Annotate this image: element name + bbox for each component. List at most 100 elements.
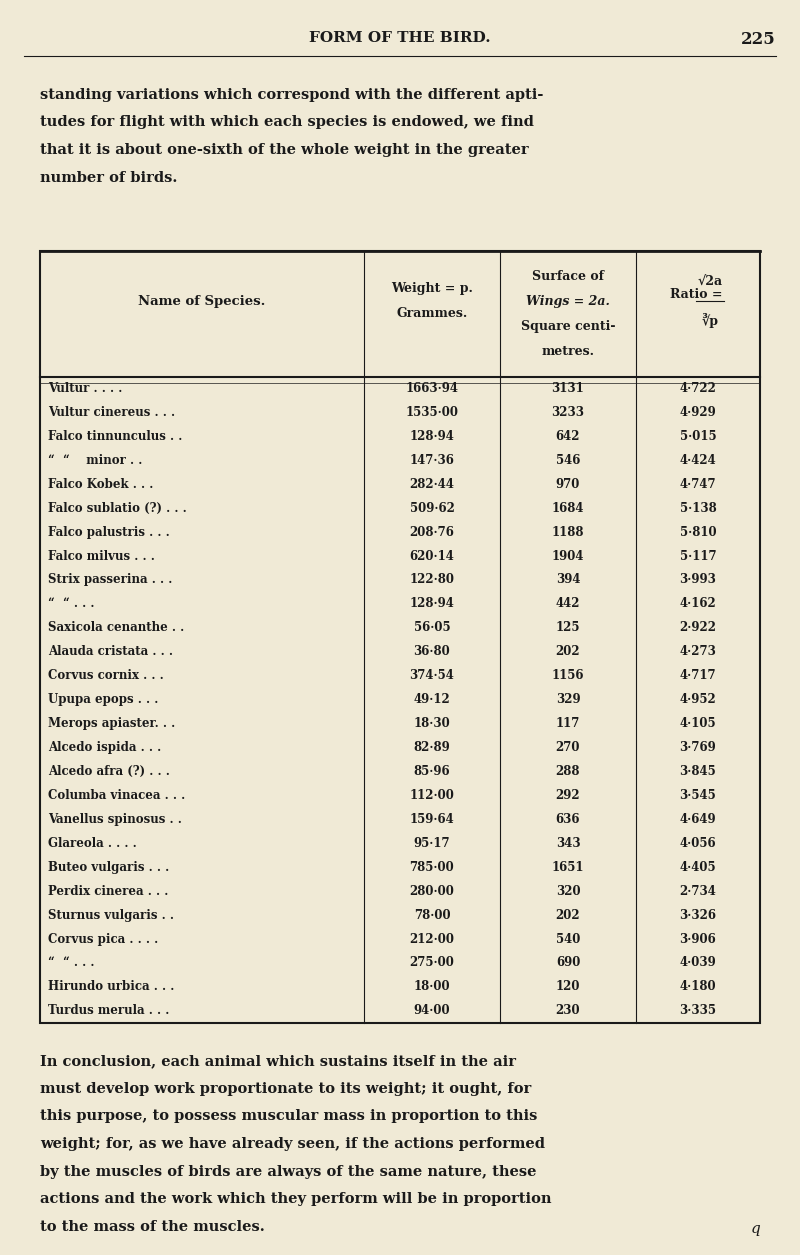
Text: 4·180: 4·180 [680,980,716,994]
Text: Vultur cinereus . . .: Vultur cinereus . . . [48,405,175,419]
Text: 117: 117 [556,717,580,730]
Text: 1188: 1188 [552,526,584,538]
Text: 3·906: 3·906 [680,932,716,945]
Text: √2a: √2a [698,276,722,289]
Text: Turdus merula . . .: Turdus merula . . . [48,1004,170,1018]
Text: 280·00: 280·00 [410,885,454,897]
Text: Saxicola cenanthe . .: Saxicola cenanthe . . [48,621,184,634]
Text: 147·36: 147·36 [410,454,454,467]
Text: 642: 642 [556,430,580,443]
Text: Falco palustris . . .: Falco palustris . . . [48,526,170,538]
Text: FORM OF THE BIRD.: FORM OF THE BIRD. [309,31,491,45]
Text: 5·138: 5·138 [680,502,716,515]
Text: 275·00: 275·00 [410,956,454,969]
Text: 3·545: 3·545 [680,789,716,802]
Text: 1535·00: 1535·00 [406,405,458,419]
Text: 120: 120 [556,980,580,994]
Text: Perdix cinerea . . .: Perdix cinerea . . . [48,885,168,897]
Text: Falco Kobek . . .: Falco Kobek . . . [48,478,154,491]
Text: 4·717: 4·717 [680,669,716,683]
Text: 690: 690 [556,956,580,969]
Text: to the mass of the muscles.: to the mass of the muscles. [40,1220,265,1234]
Text: that it is about one-sixth of the whole weight in the greater: that it is about one-sixth of the whole … [40,143,529,157]
Text: 4·273: 4·273 [679,645,717,659]
Text: 128·94: 128·94 [410,597,454,610]
Text: 785·00: 785·00 [410,861,454,873]
Text: 442: 442 [556,597,580,610]
Text: 122·80: 122·80 [410,574,454,586]
Text: Corvus cornix . . .: Corvus cornix . . . [48,669,164,683]
Text: 230: 230 [556,1004,580,1018]
Text: metres.: metres. [542,345,594,358]
Text: 540: 540 [556,932,580,945]
Text: 94·00: 94·00 [414,1004,450,1018]
Text: “  “ . . .: “ “ . . . [48,597,94,610]
Text: this purpose, to possess muscular mass in proportion to this: this purpose, to possess muscular mass i… [40,1109,538,1123]
Text: 5·015: 5·015 [680,430,716,443]
Text: 282·44: 282·44 [410,478,454,491]
Text: 4·105: 4·105 [680,717,716,730]
Text: Vanellus spinosus . .: Vanellus spinosus . . [48,813,182,826]
Text: 3·993: 3·993 [679,574,717,586]
Text: 546: 546 [556,454,580,467]
Text: Corvus pica . . . .: Corvus pica . . . . [48,932,158,945]
Text: Wings = 2a.: Wings = 2a. [526,295,610,307]
Text: 4·722: 4·722 [679,382,717,395]
Text: Merops apiaster. . .: Merops apiaster. . . [48,717,175,730]
Text: tudes for flight with which each species is endowed, we find: tudes for flight with which each species… [40,115,534,129]
Text: Glareola . . . .: Glareola . . . . [48,837,137,850]
Text: ∛p: ∛p [702,312,718,328]
Text: actions and the work which they perform will be in proportion: actions and the work which they perform … [40,1192,551,1206]
Text: 208·76: 208·76 [410,526,454,538]
Text: “  “ . . .: “ “ . . . [48,956,94,969]
Text: Upupa epops . . .: Upupa epops . . . [48,693,158,707]
Text: Alauda cristata . . .: Alauda cristata . . . [48,645,173,659]
Text: In conclusion, each animal which sustains itself in the air: In conclusion, each animal which sustain… [40,1054,516,1068]
Text: 56·05: 56·05 [414,621,450,634]
Text: 1663·94: 1663·94 [406,382,458,395]
Text: Name of Species.: Name of Species. [138,295,266,307]
Text: must develop work proportionate to its weight; it ought, for: must develop work proportionate to its w… [40,1082,531,1096]
Text: number of birds.: number of birds. [40,171,178,184]
Text: 202: 202 [556,645,580,659]
Text: Ratio =: Ratio = [670,289,726,301]
Text: 5·117: 5·117 [680,550,716,562]
Text: 3233: 3233 [551,405,585,419]
Text: 343: 343 [556,837,580,850]
Text: 159·64: 159·64 [410,813,454,826]
Text: 3·335: 3·335 [679,1004,717,1018]
Text: 85·96: 85·96 [414,766,450,778]
Text: 2·922: 2·922 [679,621,717,634]
Text: Buteo vulgaris . . .: Buteo vulgaris . . . [48,861,170,873]
Text: 49·12: 49·12 [414,693,450,707]
Text: 3·326: 3·326 [679,909,717,921]
Text: 270: 270 [556,740,580,754]
Text: 78·00: 78·00 [414,909,450,921]
Text: 4·929: 4·929 [680,405,716,419]
Text: 128·94: 128·94 [410,430,454,443]
Text: 18·00: 18·00 [414,980,450,994]
Text: 2·734: 2·734 [679,885,717,897]
Text: 636: 636 [556,813,580,826]
Text: Strix passerina . . .: Strix passerina . . . [48,574,172,586]
Text: 1904: 1904 [552,550,584,562]
Text: Weight = p.: Weight = p. [391,282,473,295]
Text: 212·00: 212·00 [410,932,454,945]
Text: 3·769: 3·769 [680,740,716,754]
Text: 4·747: 4·747 [680,478,716,491]
Text: standing variations which correspond with the different apti-: standing variations which correspond wit… [40,88,543,102]
Text: 4·405: 4·405 [680,861,716,873]
Text: 292: 292 [556,789,580,802]
Text: 4·424: 4·424 [680,454,716,467]
Text: 509·62: 509·62 [410,502,454,515]
Text: 320: 320 [556,885,580,897]
Text: Vultur . . . .: Vultur . . . . [48,382,122,395]
Text: q: q [750,1222,760,1236]
Text: 394: 394 [556,574,580,586]
Text: Surface of: Surface of [532,270,604,282]
Text: Sturnus vulgaris . .: Sturnus vulgaris . . [48,909,174,921]
Text: 970: 970 [556,478,580,491]
Text: 4·952: 4·952 [680,693,716,707]
Text: 374·54: 374·54 [410,669,454,683]
Text: 288: 288 [556,766,580,778]
